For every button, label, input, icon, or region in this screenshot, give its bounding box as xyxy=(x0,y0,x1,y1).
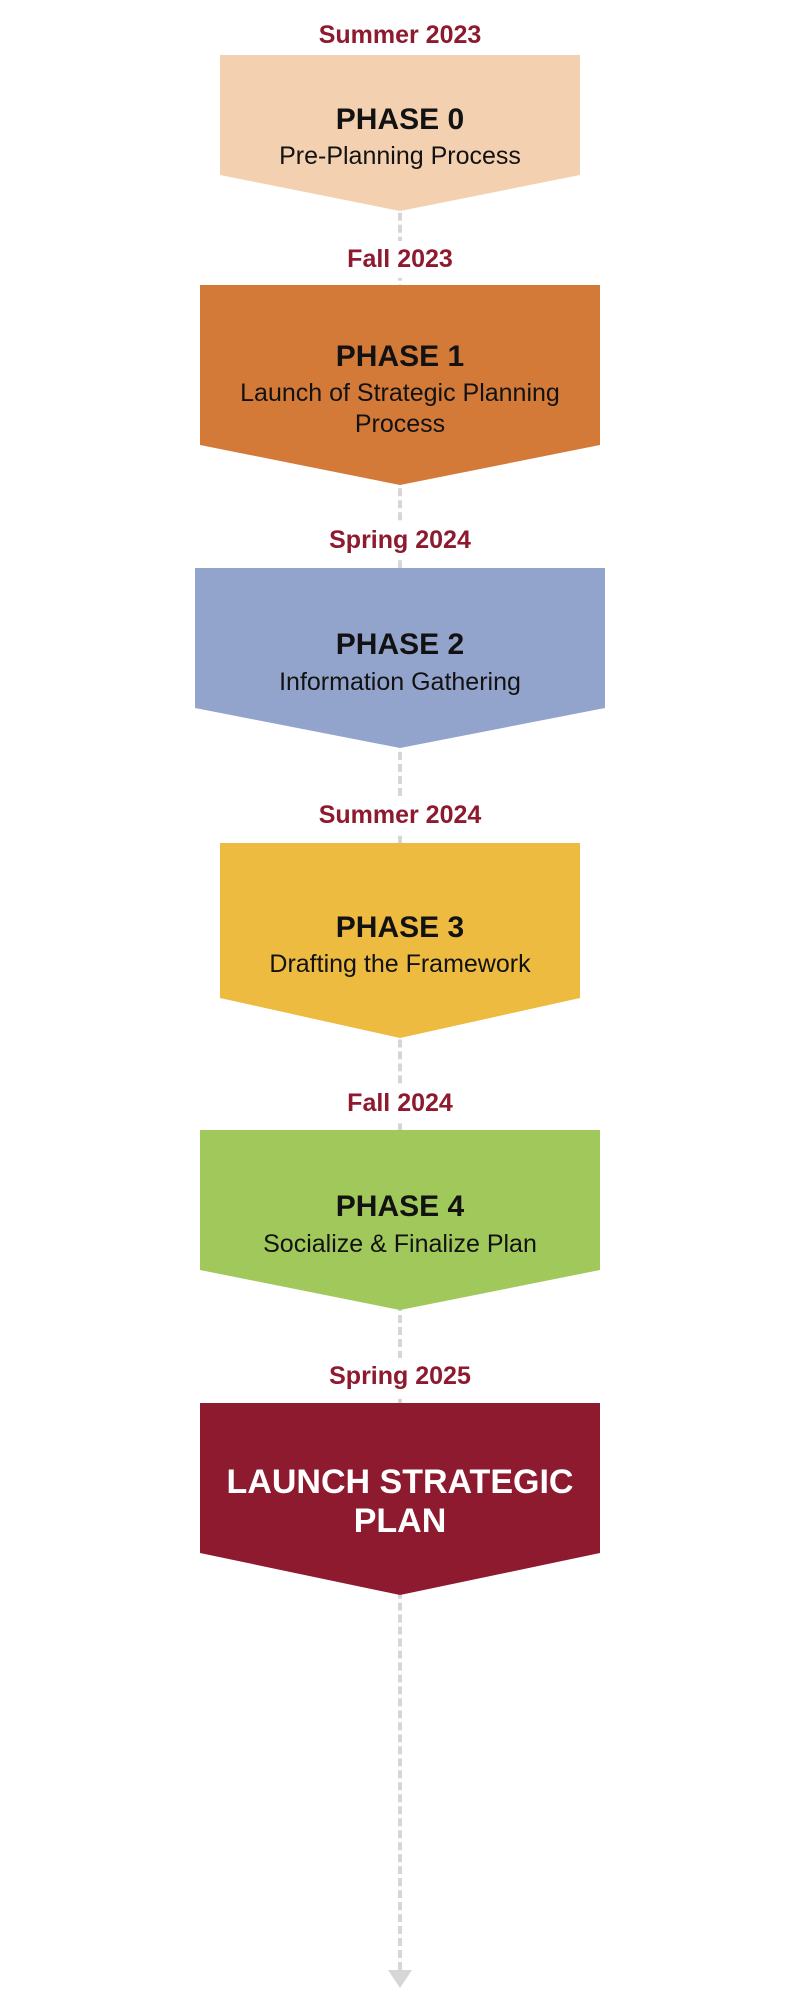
phase-title: LAUNCH STRATEGIC PLAN xyxy=(200,1463,600,1541)
phase-subtitle: Pre-Planning Process xyxy=(279,141,521,172)
phase-block: PHASE 3Drafting the Framework xyxy=(220,843,580,1038)
phase-date-label: Spring 2025 xyxy=(321,1358,479,1395)
phase-title: PHASE 0 xyxy=(336,103,464,138)
timeline-canvas: Summer 2023 PHASE 0Pre-Planning Process Fa… xyxy=(0,0,800,2000)
phase-subtitle: Socialize & Finalize Plan xyxy=(263,1229,537,1260)
phase-title: PHASE 2 xyxy=(336,628,464,663)
phase-title: PHASE 4 xyxy=(336,1190,464,1225)
phase-text: PHASE 3Drafting the Framework xyxy=(220,858,580,1023)
phase-block: PHASE 0Pre-Planning Process xyxy=(220,55,580,211)
phase-subtitle: Drafting the Framework xyxy=(269,949,530,980)
phase-block: PHASE 2 Information Gathering xyxy=(195,568,605,748)
timeline-arrow-icon xyxy=(388,1970,412,1988)
phase-date-label: Summer 2024 xyxy=(311,797,490,834)
phase-text: PHASE 2 Information Gathering xyxy=(195,583,605,733)
phase-title: PHASE 3 xyxy=(336,911,464,946)
phase-text: LAUNCH STRATEGIC PLAN xyxy=(200,1419,600,1580)
phase-subtitle: Information Gathering xyxy=(279,667,521,698)
phase-block: PHASE 4 Socialize & Finalize Plan xyxy=(200,1130,600,1310)
phase-block: LAUNCH STRATEGIC PLAN xyxy=(200,1403,600,1595)
phase-date-label: Fall 2024 xyxy=(339,1085,461,1122)
phase-block: PHASE 1Launch of Strategic Planning Proc… xyxy=(200,285,600,485)
phase-subtitle: Launch of Strategic Planning Process xyxy=(220,378,580,441)
phase-title: PHASE 1 xyxy=(336,340,464,375)
phase-date-label: Fall 2023 xyxy=(339,241,461,278)
phase-date-label: Summer 2023 xyxy=(311,17,490,54)
phase-text: PHASE 0Pre-Planning Process xyxy=(220,69,580,198)
phase-text: PHASE 4 Socialize & Finalize Plan xyxy=(200,1145,600,1295)
phase-text: PHASE 1Launch of Strategic Planning Proc… xyxy=(200,300,600,470)
phase-date-label: Spring 2024 xyxy=(321,522,479,559)
